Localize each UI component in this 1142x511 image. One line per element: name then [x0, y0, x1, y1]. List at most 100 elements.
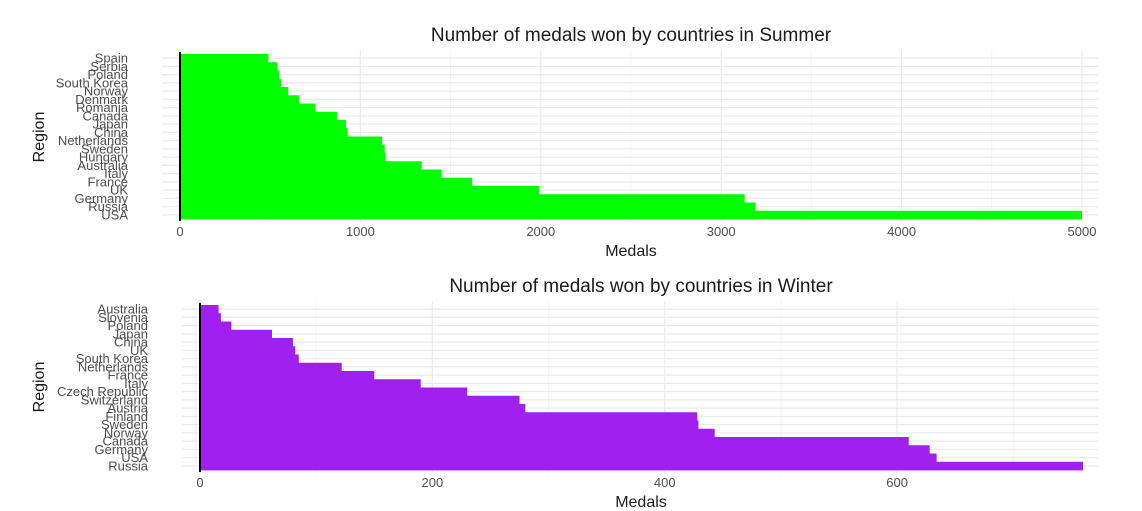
summer-bars [179, 52, 1082, 221]
summer-x-tick-labels: 0 1000 2000 3000 4000 5000 [176, 224, 1096, 239]
winter-y-tick-label: China [114, 335, 149, 350]
summer-bar-italy [180, 169, 442, 179]
winter-y-tick-label: France [108, 368, 148, 383]
summer-y-axis-title: Region [31, 112, 48, 163]
winter-x-tick-label: 400 [654, 475, 676, 490]
summer-bar-romania [180, 103, 316, 113]
summer-y-tick-label: Romania [76, 100, 129, 115]
summer-bar-uk [180, 186, 539, 195]
summer-y-tick-label: Netherlands [58, 133, 129, 148]
summer-x-axis-title: Medals [605, 243, 657, 260]
summer-y-tick-label: Poland [88, 67, 128, 82]
winter-bar-czech-republic [200, 387, 468, 397]
summer-bar-russia [180, 202, 756, 212]
summer-chart-title: Number of medals won by countries in Sum… [431, 25, 832, 46]
summer-x-tick-label: 3000 [707, 224, 736, 239]
winter-bar-norway [200, 428, 715, 438]
summer-bar-spain [180, 54, 269, 63]
winter-y-axis-title: Region [31, 362, 48, 413]
winter-bar-austria [200, 404, 526, 413]
summer-x-tick-label: 1000 [346, 224, 375, 239]
summer-y-tick-label: Hungary [79, 150, 129, 165]
summer-bar-germany [180, 194, 745, 203]
summer-y-tick-label: Australia [77, 158, 128, 173]
summer-y-tick-label: Serbia [90, 59, 128, 74]
summer-y-tick-label: Italy [104, 166, 128, 181]
winter-x-tick-label: 0 [196, 475, 203, 490]
summer-bar-canada [180, 111, 337, 121]
winter-y-tick-label: USA [121, 450, 148, 465]
summer-y-tick-label: USA [101, 207, 128, 222]
winter-bar-uk [200, 346, 296, 355]
winter-bar-slovenia [200, 313, 221, 322]
summer-bar-netherlands [180, 136, 383, 146]
summer-bar-south-korea [180, 78, 282, 88]
summer-bar-france [180, 177, 473, 187]
winter-y-tick-label: Switzerland [81, 392, 148, 407]
winter-y-tick-label: Finland [105, 409, 148, 424]
winter-bar-south-korea [200, 354, 299, 364]
winter-y-tick-label: Poland [108, 318, 148, 333]
winter-bar-poland [200, 321, 232, 331]
summer-bar-japan [180, 120, 346, 129]
summer-y-tick-label: Sweden [81, 141, 128, 156]
winter-x-tick-label: 200 [422, 475, 444, 490]
summer-y-tick-label: China [94, 125, 129, 140]
winter-bar-finland [200, 412, 698, 421]
winter-chart-panel: Number of medals won by countries in Win… [31, 276, 1099, 511]
winter-bar-france [200, 371, 375, 380]
winter-bar-china [200, 338, 293, 347]
summer-y-tick-label: Germany [75, 191, 129, 206]
summer-bar-sweden [180, 144, 385, 154]
summer-bar-usa [180, 210, 1082, 220]
winter-y-tick-label: Germany [95, 442, 149, 457]
winter-bar-sweden [200, 420, 699, 430]
winter-y-tick-label: Austria [108, 401, 149, 416]
winter-x-axis-title: Medals [615, 494, 667, 511]
summer-y-tick-label: Japan [93, 117, 128, 132]
winter-y-tick-label: South Korea [76, 351, 149, 366]
summer-chart-panel: Number of medals won by countries in Sum… [31, 25, 1098, 260]
summer-bar-hungary [180, 153, 386, 162]
winter-bar-netherlands [200, 362, 342, 372]
winter-y-tick-labels: AustraliaSloveniaPolandJapanChinaUKSouth… [57, 302, 149, 474]
summer-x-tick-label: 4000 [887, 224, 916, 239]
winter-x-tick-labels: 0 200 400 600 [196, 475, 908, 490]
winter-bar-japan [200, 329, 273, 339]
winter-y-tick-label: Russia [108, 458, 149, 473]
winter-y-tick-label: Sweden [101, 417, 148, 432]
winter-y-tick-label: UK [130, 343, 148, 358]
winter-y-tick-label: Italy [124, 376, 148, 391]
summer-y-tick-label: Canada [82, 108, 128, 123]
winter-y-tick-label: Netherlands [78, 359, 149, 374]
summer-bar-australia [180, 161, 422, 170]
summer-bar-china [180, 128, 348, 137]
winter-x-tick-label: 600 [886, 475, 908, 490]
summer-y-tick-label: Norway [84, 84, 129, 99]
winter-chart-title: Number of medals won by countries in Win… [449, 276, 833, 297]
winter-y-tick-label: Slovenia [98, 310, 149, 325]
winter-y-tick-label: Australia [97, 302, 148, 317]
summer-bar-serbia [180, 62, 278, 71]
winter-bar-russia [200, 461, 1083, 471]
winter-bar-usa [200, 453, 937, 463]
summer-y-tick-label: UK [110, 183, 128, 198]
winter-bars [199, 303, 1083, 472]
summer-x-tick-label: 5000 [1068, 224, 1097, 239]
summer-y-tick-label: France [88, 174, 128, 189]
summer-bar-norway [180, 87, 289, 96]
summer-y-tick-label: Denmark [75, 92, 128, 107]
winter-bar-germany [200, 445, 930, 454]
summer-x-tick-label: 2000 [526, 224, 555, 239]
summer-bar-denmark [180, 95, 300, 104]
winter-bar-italy [200, 379, 421, 388]
summer-y-tick-label: Spain [95, 51, 128, 66]
winter-y-tick-label: Japan [113, 326, 148, 341]
winter-y-tick-label: Czech Republic [57, 384, 149, 399]
summer-bar-poland [180, 70, 280, 80]
winter-bar-australia [200, 305, 219, 314]
summer-y-tick-label: Russia [88, 199, 129, 214]
winter-y-tick-label: Norway [104, 425, 149, 440]
